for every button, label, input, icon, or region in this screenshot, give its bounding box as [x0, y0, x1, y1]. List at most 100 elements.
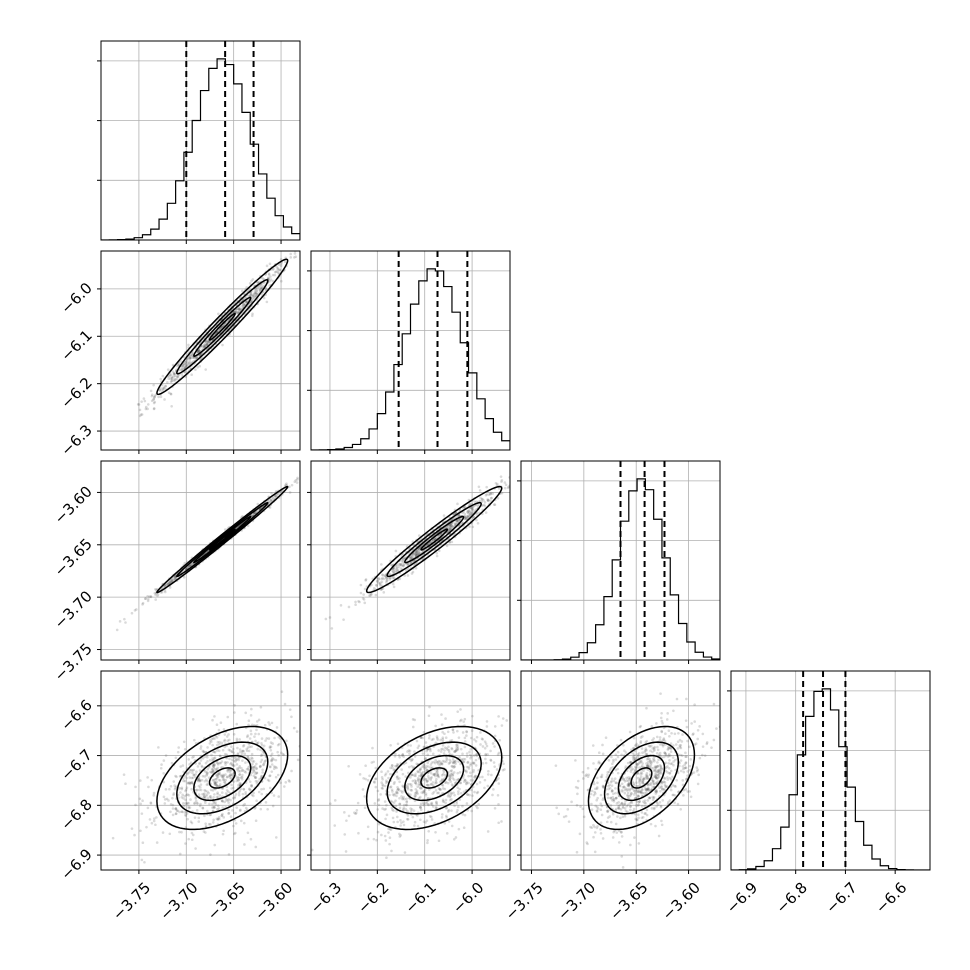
sample-point	[240, 775, 244, 779]
sample-point	[319, 217, 322, 220]
sample-point	[218, 772, 221, 775]
sample-point	[400, 754, 404, 757]
sample-point	[255, 289, 259, 292]
sample-point	[475, 791, 479, 795]
sample-point	[232, 832, 236, 836]
sample-point	[401, 753, 405, 756]
y-tick-label: −3.65	[51, 535, 96, 580]
sample-point	[353, 811, 356, 814]
sample-point	[215, 784, 219, 788]
contour-level-3	[420, 528, 449, 551]
sample-point	[455, 745, 458, 749]
sample-point	[153, 591, 157, 595]
sample-point	[236, 746, 239, 750]
sample-point	[296, 478, 299, 481]
sample-point	[184, 814, 188, 818]
sample-point	[385, 856, 388, 860]
sample-point	[391, 790, 394, 793]
sample-point	[377, 577, 381, 581]
sample-point	[404, 775, 407, 778]
sample-point	[445, 525, 449, 529]
panel-2-2	[517, 460, 721, 664]
sample-point	[406, 785, 410, 788]
sample-point	[181, 802, 185, 805]
sample-point	[411, 725, 415, 729]
sample-point	[156, 594, 159, 598]
sample-point	[133, 609, 137, 612]
sample-point	[284, 256, 288, 260]
sample-point	[282, 753, 286, 757]
sample-point	[153, 396, 156, 399]
sample-point	[414, 794, 418, 797]
sample-point	[472, 768, 475, 772]
sample-point	[570, 800, 573, 804]
y-tick-label: −6.8	[57, 795, 95, 833]
sample-point	[664, 761, 668, 765]
sample-point	[406, 562, 410, 566]
sample-point	[458, 508, 462, 512]
sample-point	[242, 305, 245, 308]
sample-point	[448, 739, 452, 743]
sample-point	[217, 328, 221, 332]
sample-point	[399, 819, 402, 822]
sample-point	[211, 809, 215, 813]
sample-point	[227, 748, 231, 752]
sample-point	[152, 791, 156, 795]
sample-point	[188, 359, 192, 363]
sample-point	[468, 513, 472, 517]
sample-point	[378, 582, 382, 586]
sample-point	[418, 768, 422, 771]
sample-point	[216, 773, 219, 776]
sample-point	[165, 797, 169, 801]
sample-point	[407, 771, 410, 775]
sample-point	[485, 493, 489, 496]
sample-point	[432, 773, 436, 777]
sample-point	[409, 555, 412, 559]
sample-point	[208, 341, 212, 344]
sample-point	[478, 499, 482, 503]
sample-point	[468, 525, 471, 528]
sample-point	[416, 785, 420, 789]
sample-point	[211, 718, 214, 722]
sample-point	[413, 781, 417, 785]
sample-point	[242, 787, 245, 791]
sample-point	[696, 737, 700, 741]
sample-point	[409, 744, 413, 747]
sample-point	[229, 773, 233, 777]
sample-point	[606, 773, 609, 776]
sample-point	[169, 373, 173, 376]
sample-point	[655, 789, 659, 792]
sample-point	[399, 567, 403, 570]
sample-point	[205, 783, 209, 786]
sample-point	[222, 816, 226, 819]
sample-point	[206, 339, 209, 343]
sample-point	[246, 755, 249, 759]
sample-point	[251, 297, 255, 301]
sample-point	[173, 372, 177, 376]
sample-point	[500, 820, 503, 823]
sample-point	[219, 754, 222, 758]
sample-point	[417, 774, 421, 778]
sample-point	[377, 822, 381, 826]
sample-point	[489, 499, 492, 502]
plot-area-2-2	[521, 461, 720, 660]
sample-point	[204, 801, 207, 805]
sample-point	[493, 503, 497, 506]
sample-point	[434, 779, 438, 783]
sample-point	[176, 375, 180, 379]
sample-point	[374, 785, 378, 789]
sample-point	[429, 802, 433, 806]
sample-point	[636, 804, 640, 807]
sample-point	[249, 293, 252, 297]
sample-point	[304, 773, 307, 776]
sample-point	[493, 745, 496, 748]
sample-point	[243, 770, 246, 773]
sample-point	[667, 754, 670, 757]
sample-point	[419, 767, 422, 770]
sample-point	[406, 817, 409, 821]
sample-point	[275, 494, 279, 498]
sample-point	[269, 754, 273, 758]
sample-point	[387, 776, 390, 780]
sample-point	[472, 779, 475, 782]
